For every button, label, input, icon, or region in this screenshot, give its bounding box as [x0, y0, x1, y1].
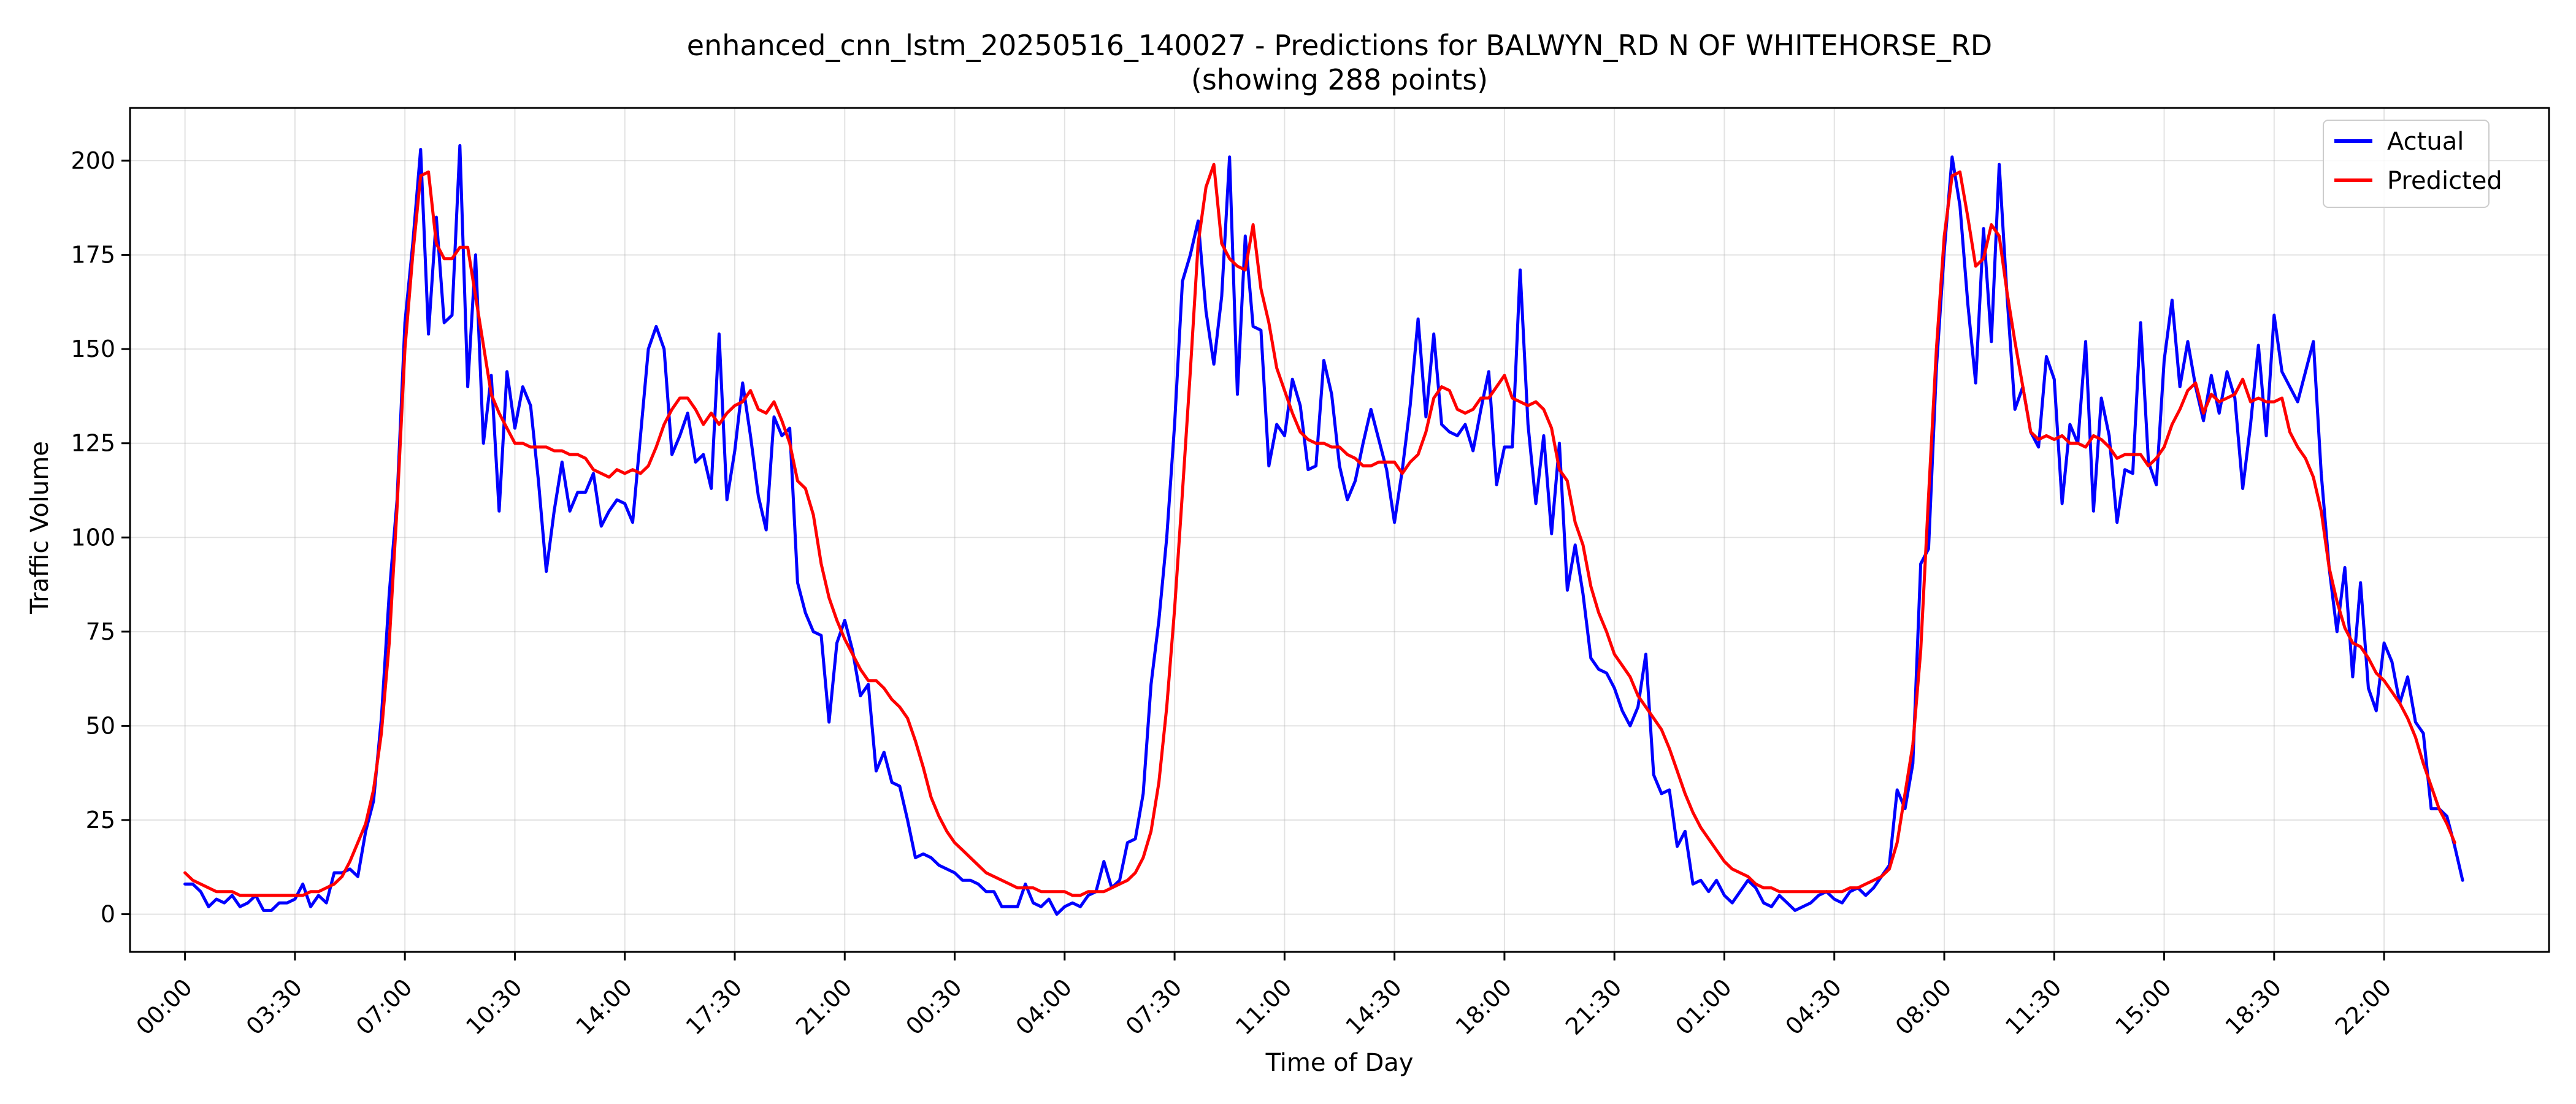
x-tick-label: 11:30	[2000, 973, 2067, 1040]
x-tick-label: 18:00	[1451, 973, 1517, 1040]
x-tick-label: 04:30	[1781, 973, 1847, 1040]
x-tick-label: 07:30	[1121, 973, 1187, 1040]
x-tick-label: 15:00	[2110, 973, 2177, 1040]
x-axis: 00:00 03:30 07:00 10:30 14:00 17:30 21:00 00:30…	[131, 952, 2396, 1040]
series-line-predicted	[183, 163, 2456, 897]
chart-subtitle: (showing 288 points)	[1191, 63, 1488, 96]
x-tick-label: 00:30	[900, 973, 967, 1040]
y-tick-label: 0	[101, 901, 115, 928]
x-tick-label: 10:30	[461, 973, 527, 1040]
y-axis: 0 25 50 75 100 125 150 175 200	[71, 147, 130, 928]
x-tick-label: 00:00	[131, 973, 197, 1040]
y-tick-label: 75	[86, 618, 115, 645]
legend-label-predicted: Predicted	[2387, 167, 2502, 195]
y-tick-label: 100	[71, 524, 115, 551]
x-tick-label: 08:00	[1890, 973, 1957, 1040]
y-tick-label: 200	[71, 147, 115, 174]
x-tick-label: 03:30	[241, 973, 308, 1040]
chart-title: enhanced_cnn_lstm_20250516_140027 - Pred…	[687, 29, 1992, 62]
x-tick-label: 21:00	[791, 973, 857, 1040]
x-tick-label: 14:00	[571, 973, 638, 1040]
y-tick-label: 50	[86, 712, 115, 739]
x-tick-label: 18:30	[2220, 973, 2287, 1040]
x-tick-label: 17:30	[681, 973, 748, 1040]
x-tick-label: 11:00	[1230, 973, 1297, 1040]
x-tick-label: 01:00	[1670, 973, 1737, 1040]
plot-area-frame	[129, 107, 2550, 953]
series-line-actual	[183, 144, 2464, 916]
x-tick-label: 04:00	[1011, 973, 1078, 1040]
x-axis-label: Time of Day	[1265, 1049, 1414, 1077]
x-tick-label: 21:30	[1560, 973, 1627, 1040]
x-tick-label: 07:00	[351, 973, 418, 1040]
series-lines	[183, 144, 2464, 916]
grid-lines	[130, 108, 2549, 952]
y-tick-label: 175	[71, 242, 115, 269]
x-tick-label: 14:30	[1340, 973, 1407, 1040]
y-tick-label: 150	[71, 335, 115, 362]
y-tick-label: 25	[86, 807, 115, 834]
legend-label-actual: Actual	[2387, 128, 2464, 156]
y-axis-label: Traffic Volume	[26, 441, 54, 615]
legend: Actual Predicted	[2323, 120, 2502, 208]
x-tick-label: 22:00	[2330, 973, 2397, 1040]
y-tick-label: 125	[71, 430, 115, 457]
